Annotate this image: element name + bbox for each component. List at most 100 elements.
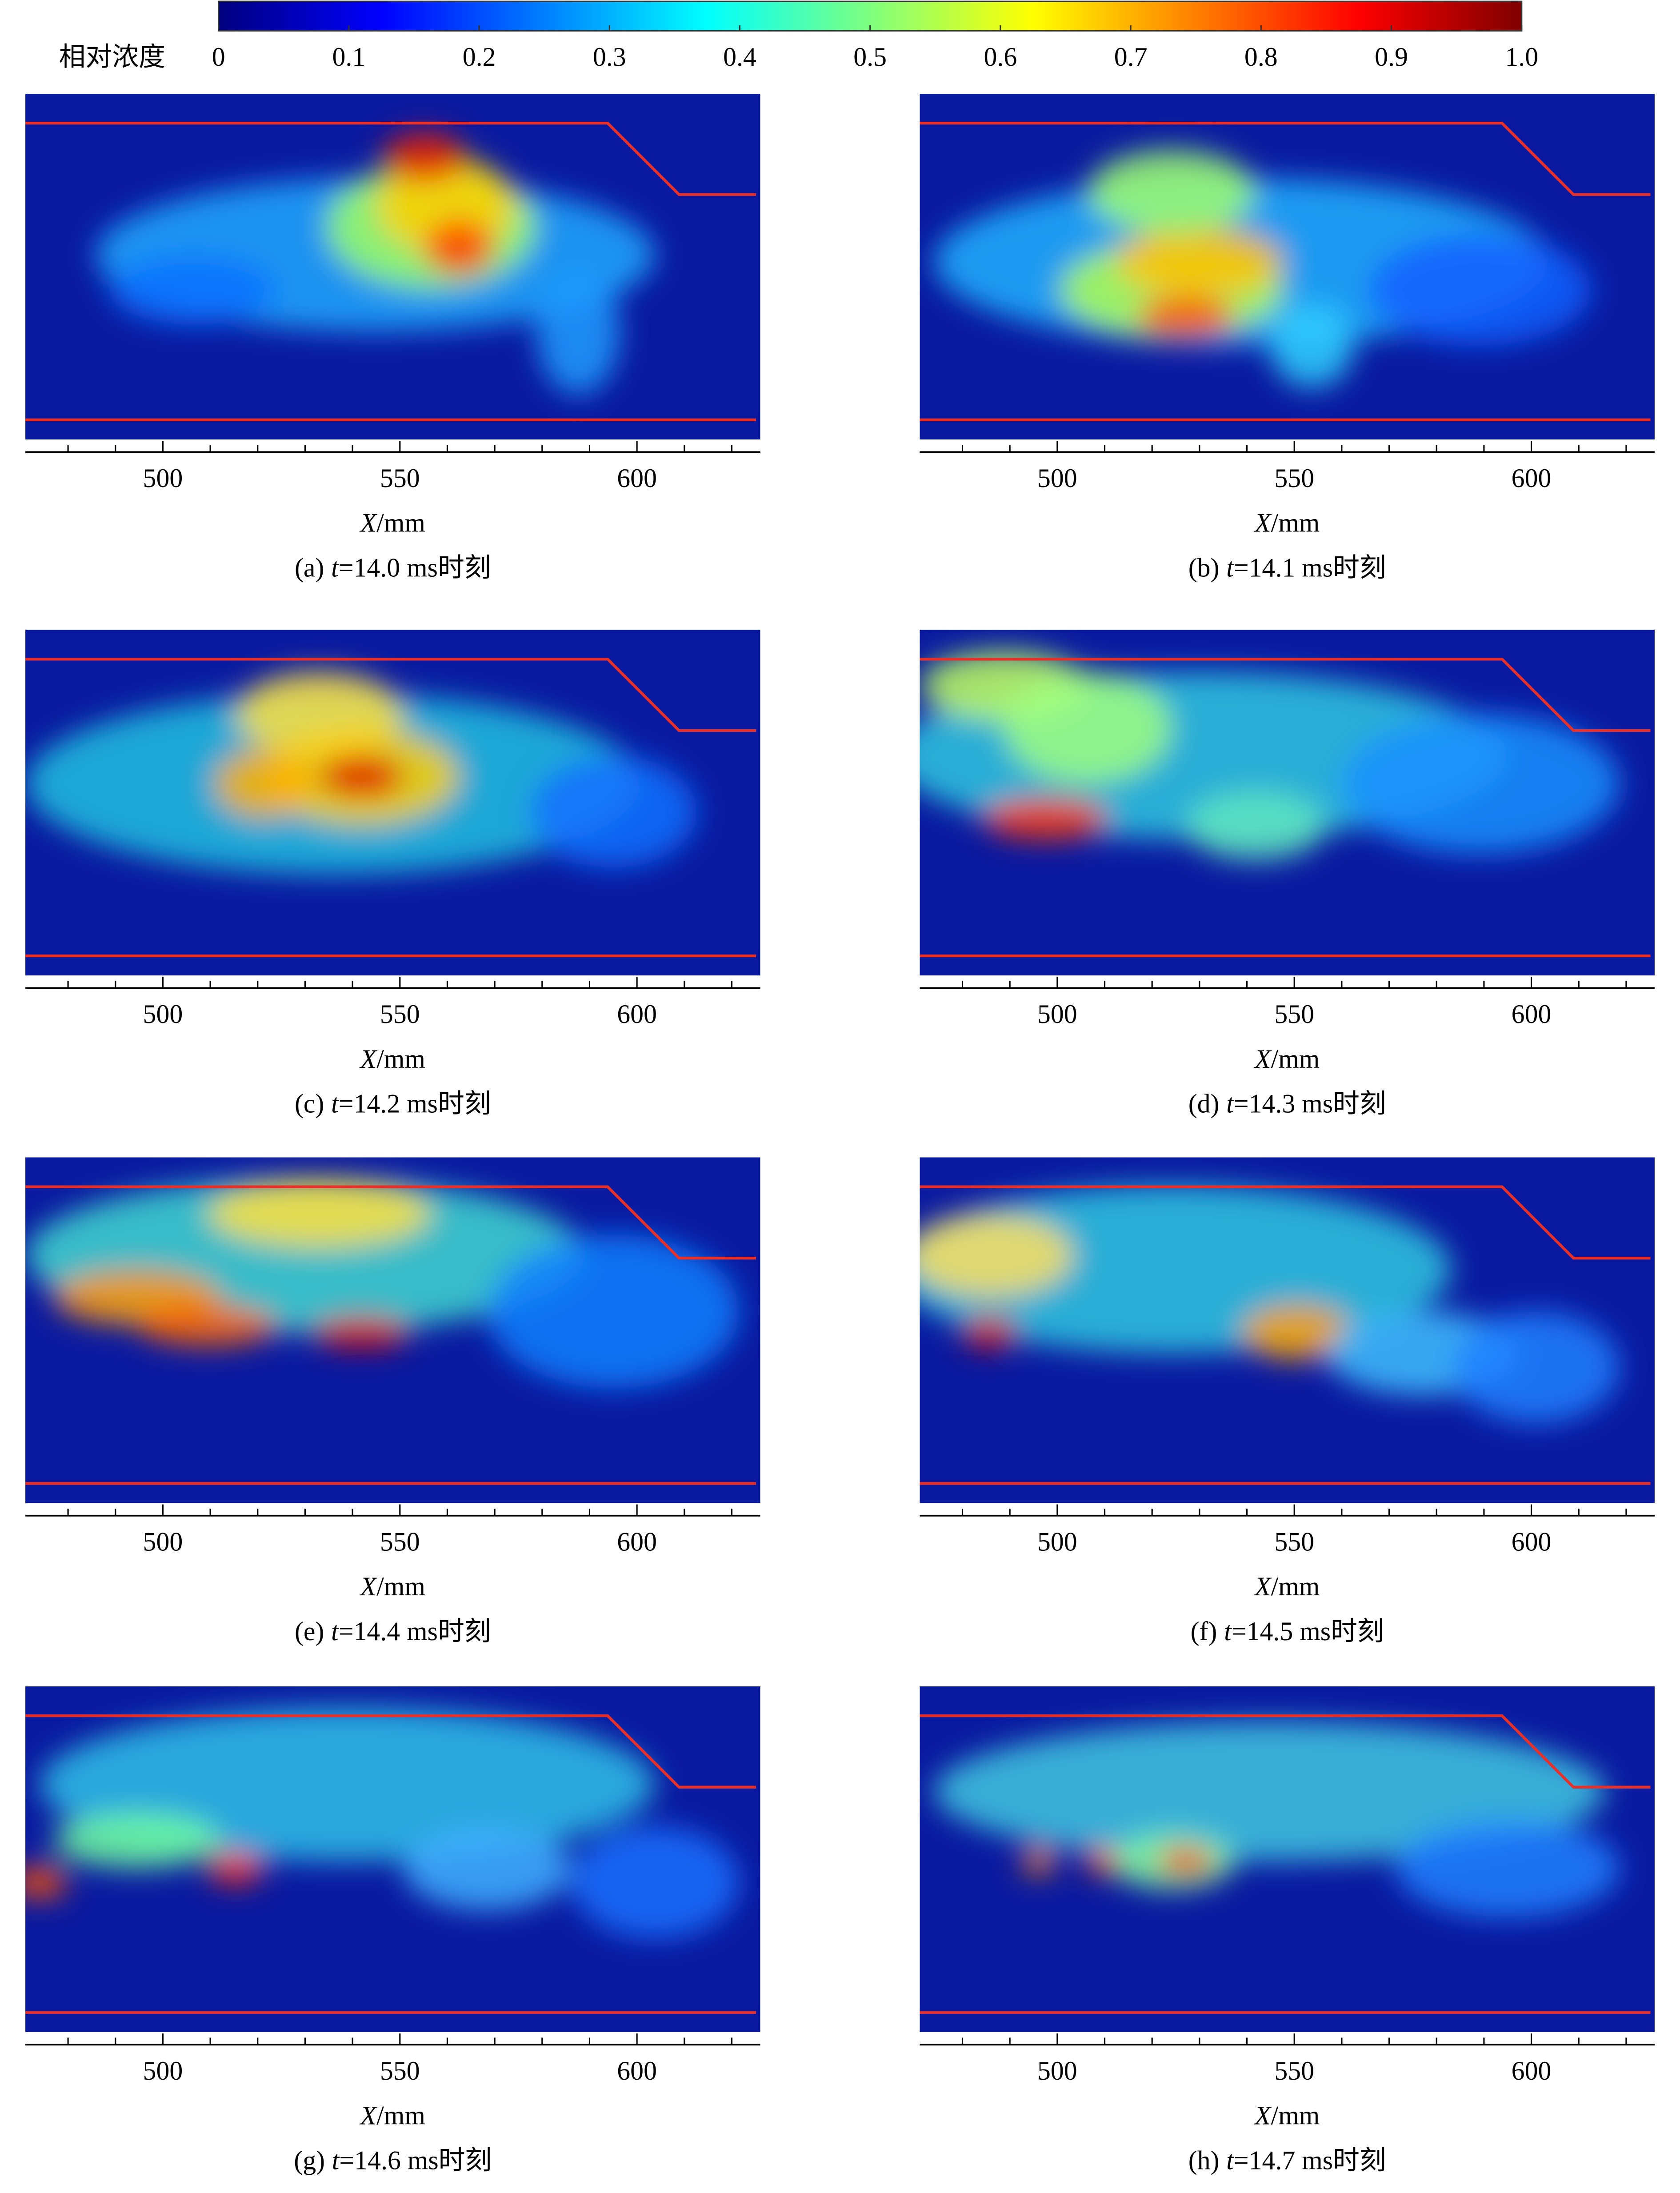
concentration-region	[1368, 233, 1592, 346]
caption-var: t	[1226, 2145, 1234, 2175]
concentration-region	[1136, 296, 1235, 339]
colorbar-tick-label: 0.6	[984, 42, 1017, 72]
x-axis-label: X/mm	[360, 508, 425, 538]
concentration-region	[312, 1315, 411, 1349]
caption-prefix: (c)	[295, 1089, 324, 1118]
x-tick-label: 500	[143, 1527, 183, 1556]
concentration-region	[1185, 791, 1326, 861]
colorbar-tick-label: 0.8	[1244, 42, 1278, 72]
colorbar-tick-label: 0.1	[332, 42, 366, 72]
concentration-region	[1085, 1847, 1119, 1876]
x-axis-var: X	[360, 1044, 378, 1074]
x-axis-unit: /mm	[376, 1572, 425, 1601]
concentration-region	[214, 748, 312, 819]
field	[25, 1178, 740, 1389]
x-tick-label: 550	[380, 2056, 420, 2085]
x-tick-label: 550	[380, 999, 420, 1029]
caption-rest: =14.0 ms时刻	[339, 553, 491, 583]
concentration-region	[109, 255, 277, 325]
concentration-region	[1269, 304, 1354, 388]
x-axis-unit: /mm	[1271, 508, 1320, 538]
x-axis-label: X/mm	[360, 1044, 425, 1074]
caption: (h) t=14.7 ms时刻	[1188, 2145, 1386, 2175]
panel: 500 550 600 X/mm (d) t=14.3 ms时刻	[920, 630, 1655, 1118]
x-tick-label: 550	[1274, 1527, 1314, 1556]
caption-prefix: (e)	[295, 1617, 324, 1646]
x-tick-label: 600	[617, 463, 657, 493]
concentration-region	[1088, 149, 1256, 234]
concentration-region	[137, 1304, 277, 1346]
wall-outline	[25, 1185, 756, 1260]
x-tick-label: 600	[1512, 999, 1552, 1029]
caption-rest: =14.4 ms时刻	[339, 1617, 491, 1646]
x-tick-label: 600	[617, 2056, 657, 2085]
x-tick-label: 600	[617, 1527, 657, 1556]
concentration-region	[934, 1721, 1606, 1861]
concentration-region	[403, 1826, 572, 1910]
colorbar-tick-label: 0.9	[1375, 42, 1408, 72]
field	[25, 1707, 740, 1938]
x-tick-label: 500	[143, 2056, 183, 2085]
x-axis-var: X	[1254, 1572, 1272, 1601]
x-tick-label: 500	[1037, 1527, 1077, 1556]
concentration-region	[983, 798, 1109, 840]
caption-prefix: (g)	[294, 2145, 325, 2175]
caption: (b) t=14.1 ms时刻	[1188, 553, 1386, 583]
concentration-region	[1116, 227, 1284, 297]
x-axis-var: X	[1254, 1044, 1272, 1074]
panel: 500 550 600 X/mm (a) t=14.0 ms时刻	[25, 94, 760, 583]
concentration-region	[25, 1865, 68, 1899]
x-axis-label: X/mm	[1254, 2101, 1320, 2130]
x-axis-unit: /mm	[1271, 2101, 1320, 2130]
x-tick-label: 600	[1512, 463, 1552, 493]
colorbar-tick-label: 0.5	[853, 42, 887, 72]
x-axis-label: X/mm	[1254, 1572, 1320, 1601]
concentration-region	[382, 132, 467, 182]
x-tick-label: 550	[1274, 2056, 1314, 2085]
caption-prefix: (a)	[295, 553, 324, 583]
x-tick-label: 550	[1274, 999, 1314, 1029]
wall-outline	[920, 121, 1651, 196]
x-axis-unit: /mm	[376, 2101, 425, 2130]
concentration-region	[1157, 1847, 1214, 1876]
x-tick-label: 500	[1037, 2056, 1077, 2085]
field	[934, 149, 1592, 388]
panel: 500 550 600 X/mm (e) t=14.4 ms时刻	[25, 1157, 760, 1646]
concentration-region	[529, 755, 697, 868]
concentration-region	[571, 1826, 740, 1938]
caption-prefix: (f)	[1191, 1617, 1217, 1646]
caption: (f) t=14.5 ms时刻	[1191, 1617, 1384, 1646]
concentration-region	[536, 268, 620, 395]
caption: (a) t=14.0 ms时刻	[295, 553, 491, 583]
x-axis-var: X	[1254, 2101, 1272, 2130]
concentration-region	[1340, 714, 1620, 854]
caption-rest: =14.1 ms时刻	[1234, 553, 1386, 583]
x-tick-label: 550	[380, 1527, 420, 1556]
colorbar-tick-label: 1.0	[1505, 42, 1538, 72]
caption-var: t	[1226, 553, 1234, 583]
concentration-region	[1004, 671, 1172, 784]
concentration-region	[487, 1234, 740, 1389]
caption-var: t	[331, 1617, 339, 1646]
caption: (e) t=14.4 ms时刻	[295, 1617, 491, 1646]
caption: (d) t=14.3 ms时刻	[1188, 1089, 1386, 1118]
x-axis-label: X/mm	[1254, 508, 1320, 538]
concentration-region	[207, 1851, 264, 1885]
x-tick-label: 550	[380, 463, 420, 493]
colorbar-tick-label: 0.4	[723, 42, 756, 72]
x-tick-label: 500	[143, 463, 183, 493]
caption: (c) t=14.2 ms时刻	[295, 1089, 491, 1118]
concentration-region	[53, 1812, 221, 1869]
colorbar-tick-label: 0.7	[1114, 42, 1148, 72]
caption-prefix: (d)	[1188, 1089, 1220, 1118]
x-axis-label: X/mm	[1254, 1044, 1320, 1074]
concentration-region	[1396, 1819, 1620, 1917]
wall-outline	[920, 658, 1651, 732]
x-axis-unit: /mm	[1271, 1044, 1320, 1074]
panel: 500 550 600 X/mm (c) t=14.2 ms时刻	[25, 630, 760, 1118]
colorbar-tick-label: 0	[212, 42, 225, 72]
panel: 500 550 600 X/mm (h) t=14.7 ms时刻	[920, 1686, 1655, 2175]
x-axis-var: X	[1254, 508, 1272, 538]
x-tick-label: 600	[1512, 1527, 1552, 1556]
